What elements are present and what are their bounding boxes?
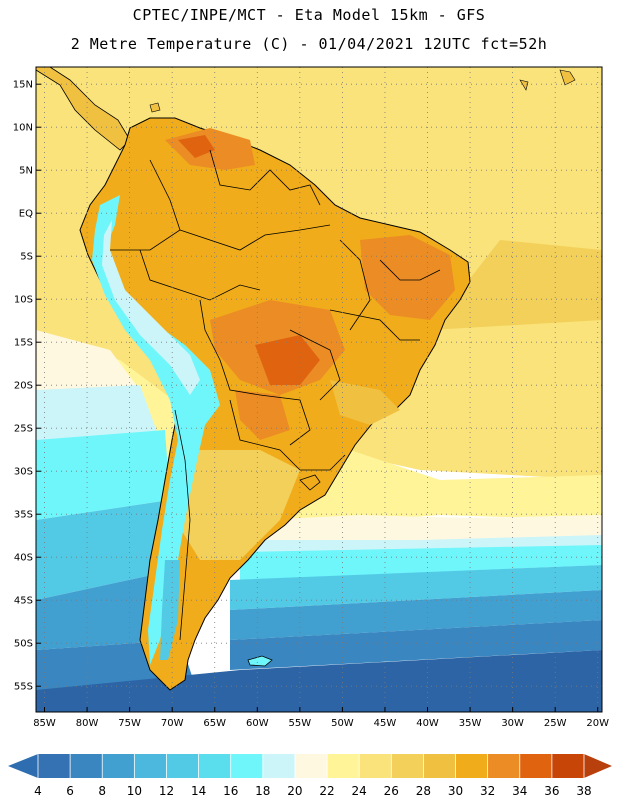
longitude-axis: 85W 80W 75W 70W 65W 60W 55W 50W 45W 40W 35W 30W 25W 2… xyxy=(33,707,609,729)
map-frame xyxy=(35,66,603,713)
lon-tick-label: 65W xyxy=(203,718,226,729)
colorbar-cell xyxy=(519,754,553,778)
lat-tick-label: 30S xyxy=(14,467,33,478)
lat-tick-label: 50S xyxy=(14,639,33,650)
lon-tick-label: 85W xyxy=(33,718,56,729)
colorbar-labels: 4 6 8 10 12 14 16 18 20 22 24 26 28 30 32 34 36 38 xyxy=(34,784,591,798)
ocean-band-cool xyxy=(36,500,602,610)
country-borders xyxy=(110,149,441,641)
lat-tick-label: 55S xyxy=(14,682,33,693)
andes-high-strip xyxy=(102,220,200,395)
lon-tick-label: 45W xyxy=(374,718,397,729)
colorbar-value-label: 14 xyxy=(191,784,206,798)
lat-tick-label: 25S xyxy=(14,424,33,435)
lon-tick-label: 50W xyxy=(331,718,354,729)
lat-tick-label: 10S xyxy=(14,295,33,306)
land-hottest-venezuela xyxy=(178,135,215,158)
colorbar-cell xyxy=(102,754,135,778)
colorbar-cell xyxy=(455,754,489,778)
colorbar-cell xyxy=(327,754,360,778)
caribbean-islands xyxy=(149,69,576,113)
lon-tick-label: 75W xyxy=(118,718,141,729)
lat-tick-label: 35S xyxy=(14,510,33,521)
ocean-band-deepest xyxy=(36,650,602,712)
ocean-band-cream xyxy=(36,330,602,545)
colorbar-cell xyxy=(294,754,328,778)
falkland-islands xyxy=(247,655,273,667)
lat-tick-label: 20S xyxy=(14,381,33,392)
colorbar-value-label: 20 xyxy=(287,784,302,798)
lat-tick-label: 15S xyxy=(14,338,33,349)
colorbar-cell xyxy=(230,754,264,778)
ocean-band-pale xyxy=(36,385,602,552)
colorbar-value-label: 6 xyxy=(66,784,74,798)
colorbar-value-label: 8 xyxy=(98,784,106,798)
lon-tick-label: 30W xyxy=(501,718,524,729)
lat-tick-label: 40S xyxy=(14,553,33,564)
colorbar-value-label: 34 xyxy=(512,784,527,798)
colorbar-value-label: 18 xyxy=(255,784,270,798)
land-warm-southeast xyxy=(330,380,400,425)
lon-tick-label: 20W xyxy=(586,718,609,729)
lon-tick-label: 25W xyxy=(544,718,567,729)
colorbar-value-label: 28 xyxy=(416,784,431,798)
colorbar-cell xyxy=(134,754,167,778)
colorbar-cell xyxy=(38,754,71,778)
colorbar-cell xyxy=(391,754,424,778)
colorbar-under-arrow xyxy=(8,754,38,778)
lon-tick-label: 40W xyxy=(416,718,439,729)
colorbar-cell xyxy=(359,754,392,778)
lon-tick-label: 55W xyxy=(289,718,312,729)
colorbar-cell xyxy=(551,754,585,778)
chart-title-line1: CPTEC/INPE/MCT - Eta Model 15km - GFS xyxy=(132,6,486,24)
ocean-band-cyan xyxy=(36,430,602,580)
lon-tick-label: 35W xyxy=(459,718,482,729)
lat-tick-label: 5N xyxy=(19,166,33,177)
lon-tick-label: 60W xyxy=(246,718,269,729)
colorbar-value-label: 12 xyxy=(159,784,174,798)
latitude-axis: 15N 10N 5N EQ 5S 10S 15S 20S 25S 30S 35S 40S 45S 50S 5… xyxy=(13,80,41,693)
colorbar-cell xyxy=(262,754,296,778)
colorbar-value-label: 16 xyxy=(223,784,238,798)
colorbar-value-label: 32 xyxy=(480,784,495,798)
colorbar-value-label: 30 xyxy=(448,784,463,798)
andes-southern-cold xyxy=(160,560,180,660)
colorbar-cells xyxy=(37,754,585,778)
colorbar-value-label: 22 xyxy=(319,784,334,798)
lon-tick-label: 70W xyxy=(161,718,184,729)
colorbar-value-label: 4 xyxy=(34,784,42,798)
colorbar-cell xyxy=(487,754,521,778)
lat-tick-label: 15N xyxy=(13,80,33,91)
colorbar-cell xyxy=(166,754,200,778)
chart-title-line2: 2 Metre Temperature (C) - 01/04/2021 12U… xyxy=(70,35,548,53)
land-hot-chaco xyxy=(235,390,290,440)
colorbar-value-label: 26 xyxy=(384,784,399,798)
colorbar-cell xyxy=(198,754,232,778)
lat-tick-label: EQ xyxy=(19,209,33,220)
colorbar-value-label: 38 xyxy=(576,784,591,798)
colorbar-value-label: 10 xyxy=(127,784,142,798)
colorbar-value-label: 36 xyxy=(544,784,559,798)
lat-tick-label: 10N xyxy=(13,123,33,134)
colorbar-value-label: 24 xyxy=(352,784,367,798)
lon-tick-label: 80W xyxy=(76,718,99,729)
colorbar-cell xyxy=(70,754,103,778)
colorbar-over-arrow xyxy=(584,754,612,778)
colorbar-cell xyxy=(423,754,457,778)
lat-tick-label: 45S xyxy=(14,596,33,607)
central-america-land xyxy=(36,67,131,151)
land-warm-south xyxy=(175,450,300,560)
lat-tick-label: 5S xyxy=(20,252,33,263)
land-hottest-central xyxy=(255,335,320,385)
